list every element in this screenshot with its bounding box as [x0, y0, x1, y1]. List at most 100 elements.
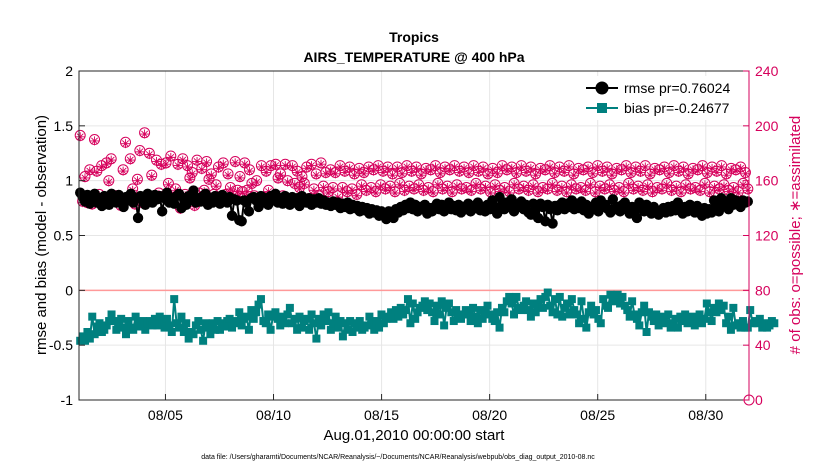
bias-point: [726, 325, 735, 334]
obs-assimilated-point: [636, 167, 646, 177]
y-tick-label-right: 200: [755, 118, 779, 134]
bias-point: [112, 325, 121, 334]
bias-point: [220, 322, 229, 331]
bias-point: [375, 323, 384, 332]
obs-assimilated-point: [340, 167, 350, 177]
bias-point: [550, 295, 559, 304]
obs-assimilated-point: [132, 176, 142, 186]
bias-point: [582, 323, 591, 332]
bias-point: [305, 325, 314, 334]
obs-assimilated-point: [328, 184, 338, 194]
data-file-footnote: data file: /Users/gharamti/Documents/NCA…: [201, 454, 595, 461]
bias-point: [413, 308, 422, 317]
bias-point: [698, 319, 707, 328]
y-tick-label: 1.5: [54, 118, 74, 134]
bias-point: [717, 306, 726, 315]
obs-assimilated-point: [376, 181, 386, 191]
bias-point: [522, 297, 531, 306]
bias-point: [563, 299, 572, 308]
bias-point: [172, 319, 181, 328]
obs-assimilated-point: [349, 170, 359, 180]
obs-assimilated-point: [373, 162, 383, 172]
obs-assimilated-point: [423, 184, 433, 194]
obs-assimilated-point: [643, 181, 653, 191]
obs-assimilated-point: [140, 129, 150, 139]
obs-assimilated-point: [566, 181, 576, 191]
bias-point: [572, 310, 581, 319]
bias-point: [630, 310, 639, 319]
obs-assimilated-point: [695, 187, 705, 197]
obs-assimilated-point: [719, 181, 729, 191]
obs-assimilated-point: [225, 184, 235, 194]
obs-assimilated-point: [106, 155, 116, 165]
bias-point: [363, 321, 372, 330]
obs-assimilated-point: [302, 163, 312, 173]
bias-point: [203, 323, 212, 332]
obs-assimilated-point: [457, 185, 467, 195]
obs-assimilated-point: [311, 170, 321, 180]
bias-point: [577, 297, 586, 306]
bias-point: [700, 314, 709, 323]
obs-assimilated-point: [321, 169, 331, 179]
bias-point: [502, 297, 511, 306]
obs-assimilated-point: [178, 155, 188, 165]
bias-point: [673, 323, 682, 332]
obs-assimilated-point: [724, 187, 734, 197]
bias-point: [162, 314, 171, 323]
obs-assimilated-point: [197, 165, 207, 175]
bias-point: [587, 301, 596, 310]
bias-point: [599, 295, 608, 304]
bias-point: [121, 330, 130, 339]
bias-point: [208, 319, 217, 328]
bias-point: [579, 314, 588, 323]
obs-assimilated-point: [683, 170, 693, 180]
obs-assimilated-point: [733, 188, 743, 198]
bias-point: [654, 321, 663, 330]
bias-point: [387, 308, 396, 317]
bias-point: [440, 321, 449, 330]
bias-point: [613, 290, 622, 299]
bias-point: [131, 312, 140, 321]
bias-point: [85, 334, 94, 343]
bias-point: [420, 297, 429, 306]
obs-assimilated-point: [187, 169, 197, 179]
obs-assimilated-point: [516, 162, 526, 172]
bias-point: [746, 306, 755, 315]
bias-point: [317, 321, 326, 330]
bias-point: [558, 312, 567, 321]
obs-assimilated-point: [242, 187, 252, 197]
obs-assimilated-point: [585, 180, 595, 190]
obs-assimilated-point: [256, 162, 266, 172]
bias-point: [444, 299, 453, 308]
bias-point: [408, 299, 417, 308]
bias-point: [635, 321, 644, 330]
bias-point: [471, 312, 480, 321]
bias-point: [661, 319, 670, 328]
bias-point: [254, 300, 263, 309]
bias-point: [526, 312, 535, 321]
bias-point: [403, 295, 412, 304]
obs-assimilated-point: [430, 162, 440, 172]
obs-assimilated-point: [295, 184, 305, 194]
obs-assimilated-point: [514, 185, 524, 195]
obs-assimilated-point: [461, 184, 471, 194]
bias-point: [676, 312, 685, 321]
bias-point: [196, 325, 205, 334]
bias-point: [228, 323, 237, 332]
y-tick-label: 0: [65, 282, 73, 298]
obs-assimilated-point: [554, 163, 564, 173]
bias-point: [493, 308, 502, 317]
bias-point: [117, 314, 126, 323]
bias-point: [647, 312, 656, 321]
bias-point: [341, 319, 350, 328]
bias-point: [124, 317, 133, 326]
bias-point: [476, 306, 485, 315]
obs-assimilated-point: [538, 184, 548, 194]
bias-point: [201, 319, 210, 328]
bias-point: [570, 306, 579, 315]
bias-point: [418, 301, 427, 310]
obs-assimilated-point: [614, 184, 624, 194]
bias-point: [348, 328, 357, 337]
bias-point: [399, 310, 408, 319]
y-tick-label: 2: [65, 63, 73, 79]
